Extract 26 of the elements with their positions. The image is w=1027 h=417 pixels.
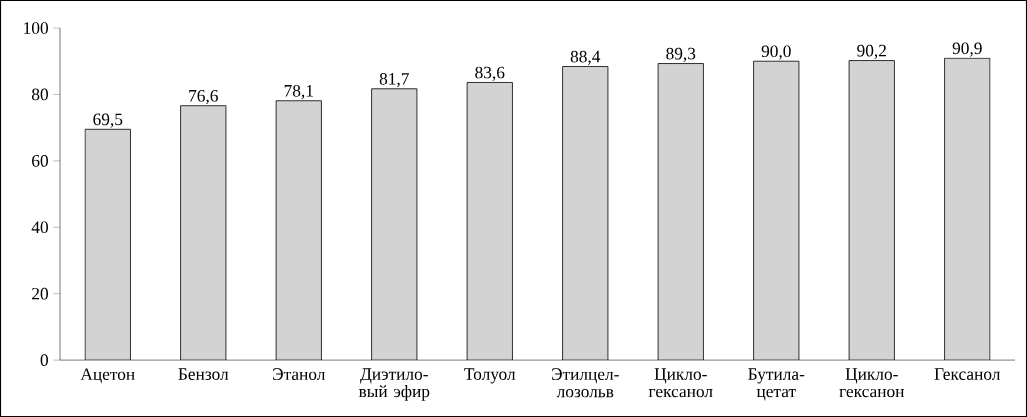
data-label: 90,2: [857, 44, 886, 59]
x-tick-label: Гексанол: [934, 368, 1001, 380]
x-tick-label: Толуол: [464, 368, 516, 384]
data-label: 83,6: [475, 66, 505, 81]
y-tick-label: 60: [32, 154, 48, 167]
data-label: 78,1: [284, 84, 313, 100]
x-tick-label: Диэтило-вый эфир: [358, 368, 430, 401]
data-label: 88,4: [570, 50, 601, 65]
data-label: 81,7: [379, 72, 409, 88]
y-tick-label: 20: [32, 287, 48, 300]
y-tick-label: 80: [31, 88, 48, 101]
x-tick-label: Этилцел-лозольв: [552, 368, 619, 398]
x-tick-label: Бутила-цетат: [748, 368, 805, 401]
x-tick-label: Этанол: [273, 368, 326, 380]
data-label: 69,5: [93, 113, 123, 128]
y-tick-label: 100: [24, 22, 48, 34]
x-tick-label: Цикло-гексанон: [839, 368, 905, 398]
y-tick-label: 0: [40, 354, 48, 366]
x-tick-label: Бензол: [178, 368, 229, 380]
x-tick-label: Ацетон: [80, 368, 135, 384]
y-tick-label: 40: [31, 221, 48, 234]
data-label: 76,6: [189, 89, 218, 105]
data-label: 89,3: [666, 47, 696, 62]
x-tick-label: Цикло-гексанол: [648, 368, 713, 398]
data-label: 90,9: [952, 42, 982, 57]
data-label: 90,0: [761, 45, 791, 60]
